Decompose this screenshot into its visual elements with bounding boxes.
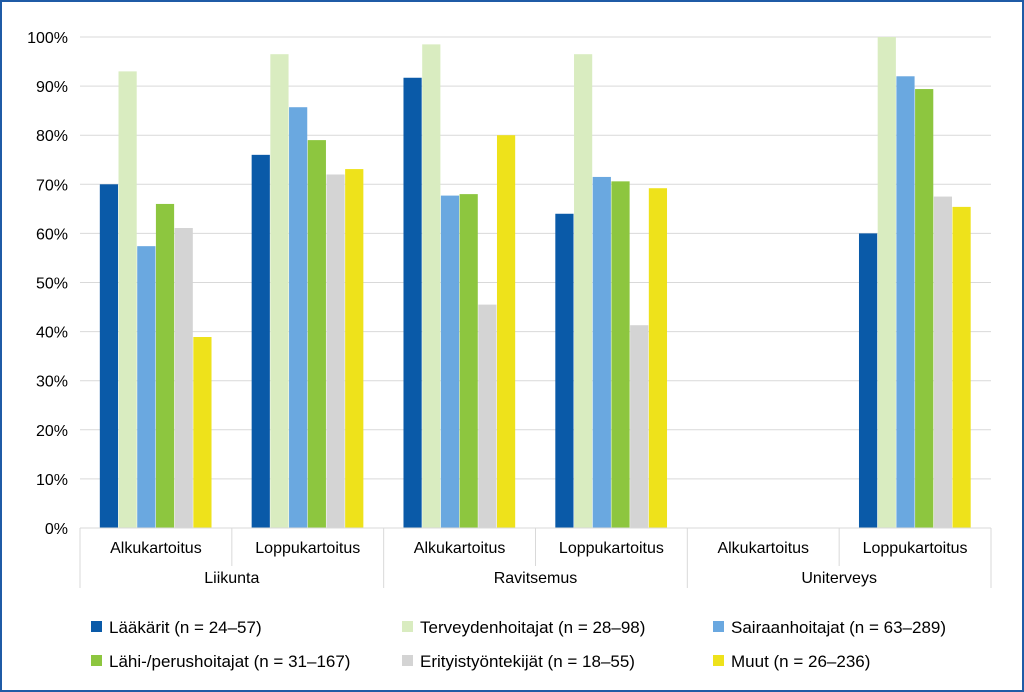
x-group-label: Uniterveys: [801, 570, 877, 587]
x-category-label: Loppukartoitus: [863, 540, 968, 557]
bar: [574, 54, 593, 529]
bar: [422, 44, 441, 529]
bar: [648, 188, 668, 528]
bar: [896, 76, 915, 528]
bar: [933, 196, 952, 528]
x-category-label: Loppukartoitus: [255, 540, 360, 557]
x-axis: Alkukartoitus Loppukartoitus Alkukartoitus…: [79, 527, 992, 588]
y-tick-label: 0%: [45, 521, 68, 538]
bar: [403, 77, 422, 529]
y-tick-label: 70%: [36, 177, 68, 194]
legend-label: Erityistyöntekijät (n = 18–55): [420, 652, 635, 671]
bar: [307, 140, 326, 529]
bar: [858, 233, 878, 528]
legend-swatch: [713, 655, 724, 666]
y-tick-label: 100%: [27, 30, 68, 47]
bar: [611, 181, 630, 528]
bar: [952, 206, 971, 529]
legend-label: Lääkärit (n = 24–57): [109, 618, 262, 637]
bar: [193, 337, 212, 528]
x-group-label: Ravitsemus: [494, 570, 578, 587]
bar: [270, 54, 289, 529]
y-tick-label: 60%: [36, 226, 68, 243]
legend-swatch: [91, 621, 102, 632]
bar: [877, 37, 896, 528]
bar: [251, 154, 270, 528]
bar: [174, 227, 193, 528]
bar: [289, 107, 308, 528]
y-tick-label: 80%: [36, 128, 68, 145]
y-tick-label: 30%: [36, 374, 68, 391]
bar: [915, 89, 934, 529]
legend-swatch: [402, 621, 413, 632]
y-tick-label: 90%: [36, 79, 68, 96]
y-tick-label: 10%: [36, 472, 68, 489]
bar: [155, 203, 175, 528]
bar: [326, 174, 345, 529]
x-category-label: Alkukartoitus: [110, 540, 202, 557]
bar: [555, 213, 574, 528]
bar: [459, 194, 478, 528]
legend-label: Muut (n = 26–236): [731, 652, 870, 671]
bar: [592, 176, 611, 528]
bar: [99, 184, 119, 529]
bar: [440, 195, 460, 528]
y-tick-label: 40%: [36, 325, 68, 342]
gridlines: [80, 36, 991, 529]
x-category-label: Alkukartoitus: [414, 540, 506, 557]
y-tick-label: 20%: [36, 423, 68, 440]
bar: [630, 325, 649, 528]
bar: [478, 304, 497, 528]
x-category-label: Loppukartoitus: [559, 540, 664, 557]
legend-swatch: [91, 655, 102, 666]
bar: [496, 135, 516, 528]
legend: Lääkärit (n = 24–57) Terveydenhoitajat (n…: [91, 618, 946, 671]
y-axis-ticks: 0% 10% 20% 30% 40% 50% 60% 70% 80% 90% 100%: [27, 30, 68, 538]
bar: [118, 71, 137, 529]
bar: [345, 169, 364, 529]
legend-label: Terveydenhoitajat (n = 28–98): [420, 618, 645, 637]
bar: [137, 246, 156, 528]
legend-label: Lähi-/perushoitajat (n = 31–167): [109, 652, 350, 671]
x-category-label: Alkukartoitus: [717, 540, 809, 557]
bars: [99, 37, 971, 529]
legend-swatch: [402, 655, 413, 666]
x-group-label: Liikunta: [204, 570, 259, 587]
legend-label: Sairaanhoitajat (n = 63–289): [731, 618, 946, 637]
legend-swatch: [713, 621, 724, 632]
y-tick-label: 50%: [36, 276, 68, 293]
